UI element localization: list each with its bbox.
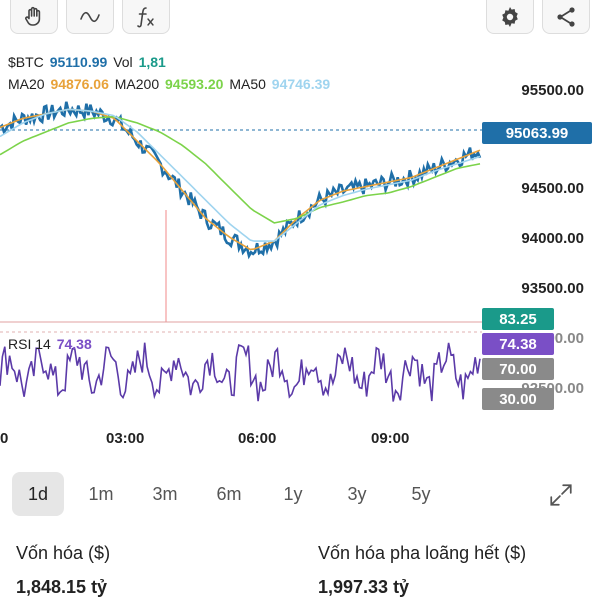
range-5y-button[interactable]: 5y (411, 483, 431, 504)
time-axis-label: 06:00 (238, 430, 277, 447)
price-axis-label: 94500.00 (521, 180, 584, 197)
legend-row-2: MA20 94876.06 MA200 94593.20 MA50 94746.… (8, 76, 332, 92)
settings-button[interactable] (486, 0, 534, 34)
legend-price: 95110.99 (49, 54, 108, 70)
ma200-line (0, 115, 481, 224)
market-cap-label: Vốn hóa ($) (16, 543, 111, 563)
time-axis-label: 0 (0, 430, 9, 447)
price-line (0, 101, 482, 260)
time-axis-label: 09:00 (371, 430, 410, 447)
price-axis-label: 94000.00 (521, 230, 584, 247)
legend-rsi-value: 74.38 (56, 336, 92, 352)
legend-ma200-value: 94593.20 (165, 76, 224, 92)
hand-pan-icon (25, 6, 41, 26)
legend-ma50-label: MA50 (229, 76, 266, 92)
fdv-label: Vốn hóa pha loãng hết ($) (318, 543, 527, 563)
fdv-value: 1,997.33 tỷ (318, 577, 410, 597)
legend-ma200-label: MA200 (114, 76, 160, 92)
price-axis-label: 93500.00 (521, 280, 584, 297)
chart-toolbar (0, 0, 600, 42)
range-6m-button[interactable]: 6m (216, 483, 242, 504)
ma50-line (0, 108, 481, 242)
rsi-series-group (0, 342, 481, 402)
hand-pan-tool-button[interactable] (10, 0, 58, 34)
range-1m-button[interactable]: 1m (88, 483, 114, 504)
chart-canvas (0, 101, 482, 402)
freehand-line-tool-button[interactable] (66, 0, 114, 34)
price-series-group (0, 101, 482, 260)
rsi-upper-tag: 70.00 (482, 358, 554, 380)
range-3m-button[interactable]: 3m (152, 483, 178, 504)
range-selector: 1d 1m 3m 6m 1y 3y 5y (0, 472, 600, 518)
range-1d-button[interactable]: 1d (12, 472, 64, 516)
rsi-value-tag: 74.38 (482, 333, 554, 355)
current-price-tag: 95063.99 (482, 122, 592, 144)
share-icon (557, 6, 575, 27)
legend-ma50-value: 94746.39 (271, 76, 331, 92)
legend-row-1: $BTC 95110.99 Vol 1,81 (8, 54, 168, 70)
share-button[interactable] (542, 0, 590, 34)
legend-ma20-label: MA20 (8, 76, 45, 92)
legend-vol-label: Vol (113, 54, 133, 70)
legend-ma20-value: 94876.06 (50, 76, 109, 92)
function-tool-button[interactable] (122, 0, 170, 34)
market-stats: Vốn hóa ($) 1,848.15 tỷ Vốn hóa pha loãn… (0, 535, 600, 600)
freehand-line-icon (80, 11, 100, 22)
legend-rsi-label: RSI 14 (8, 336, 51, 352)
market-cap-value: 1,848.15 tỷ (16, 577, 108, 597)
legend-symbol: $BTC (8, 54, 44, 70)
settings-gear-icon (502, 6, 518, 27)
range-1y-button[interactable]: 1y (283, 483, 303, 504)
rsi-lower-tag: 30.00 (482, 388, 554, 410)
legend-vol-value: 1,81 (138, 54, 166, 70)
legend-rsi: RSI 14 74.38 (8, 336, 94, 352)
expand-fullscreen-icon[interactable] (548, 482, 574, 508)
function-icon (137, 6, 154, 27)
range-3y-button[interactable]: 3y (347, 483, 367, 504)
price-axis-label: 95500.00 (521, 82, 584, 99)
price-chart[interactable]: $BTC 95110.99 Vol 1,81 MA20 94876.06 MA2… (0, 42, 600, 462)
time-axis-label: 03:00 (106, 430, 145, 447)
rsi-line (0, 342, 481, 402)
rsi-top-tag: 83.25 (482, 308, 554, 330)
